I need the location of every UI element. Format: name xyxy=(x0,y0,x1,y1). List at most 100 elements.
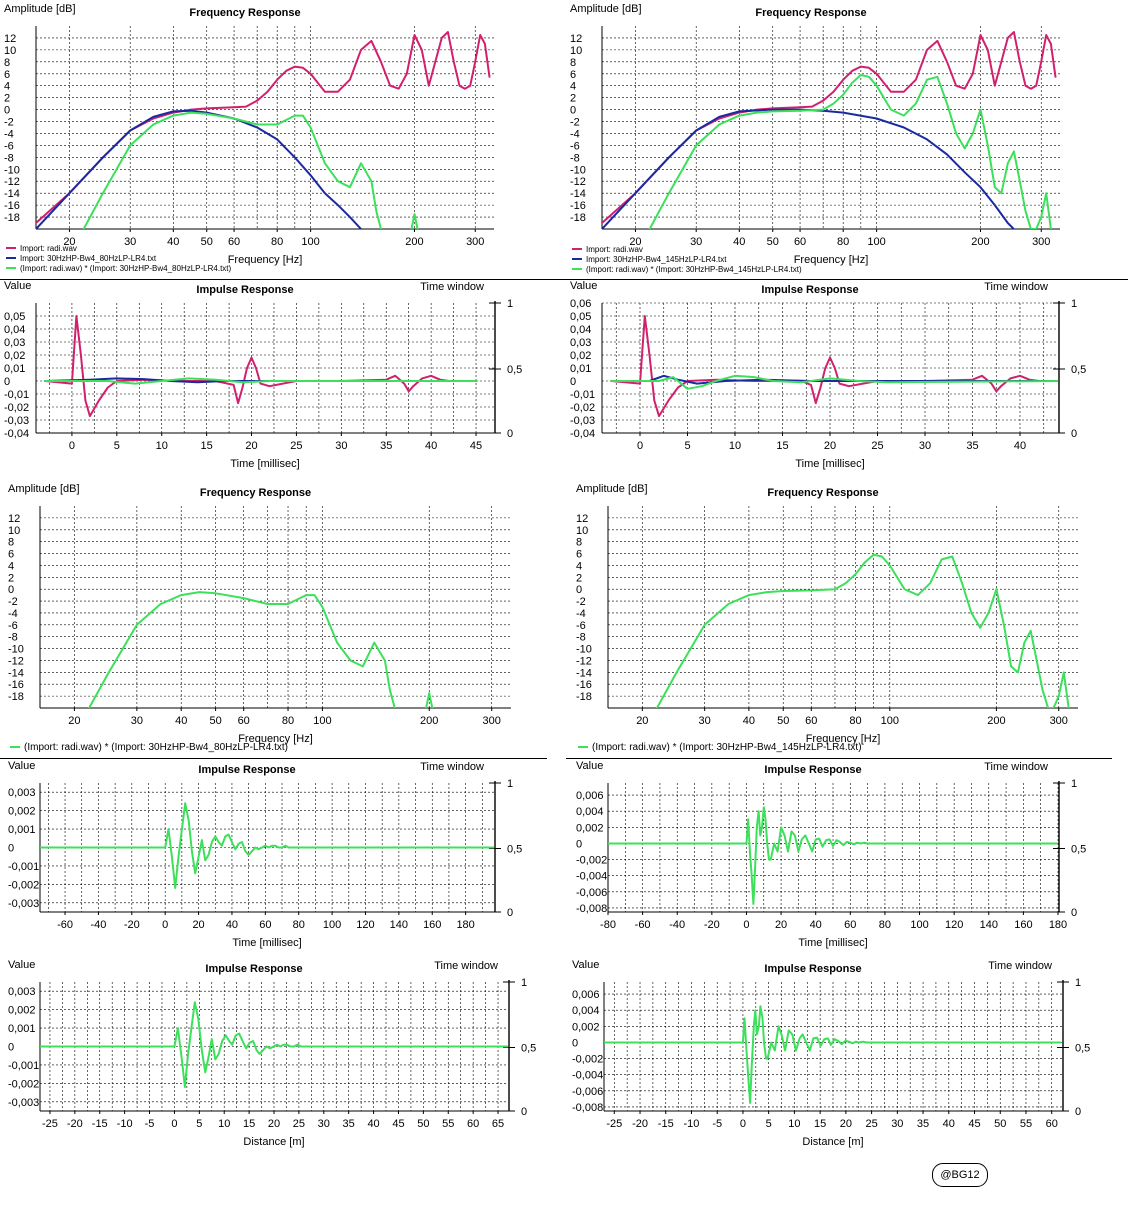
y-tick-label: 10 xyxy=(576,525,588,537)
grid xyxy=(607,783,1059,912)
time-window-tick-label: 1 xyxy=(507,778,513,790)
series-line-2 xyxy=(610,374,1058,390)
x-tick-label: 20 xyxy=(775,919,787,931)
y-tick-label: 6 xyxy=(576,549,582,561)
series-group xyxy=(604,1005,1062,1104)
y-tick-label: 12 xyxy=(8,513,20,525)
x-tick-label: 20 xyxy=(629,236,641,248)
x-tick-label: 0 xyxy=(162,919,168,931)
y-tick-label: 0 xyxy=(570,105,576,117)
x-tick-label: 40 xyxy=(1014,440,1026,452)
x-tick-label: 60 xyxy=(467,1118,479,1130)
y-tick-label: 0,05 xyxy=(570,311,591,323)
x-tick-label: 60 xyxy=(259,919,271,931)
y-tick-label: -18 xyxy=(4,212,20,224)
x-tick-label: 30 xyxy=(891,1118,903,1130)
y-tick-label: 0 xyxy=(576,584,582,596)
x-tick-label: 80 xyxy=(837,236,849,248)
grid xyxy=(608,506,1078,708)
time-window-label: Time window xyxy=(420,761,484,773)
y-tick-label: -18 xyxy=(570,212,586,224)
y-tick-label: -16 xyxy=(4,200,20,212)
y-tick-label: -8 xyxy=(570,152,580,164)
x-tick-label: 20 xyxy=(636,715,648,727)
y-tick-label: -10 xyxy=(8,644,24,656)
y-tick-label: -0,002 xyxy=(572,1054,603,1066)
y-tick-label: -12 xyxy=(570,176,586,188)
y-tick-label: 0 xyxy=(570,376,576,388)
time-window-tick-label: 0,5 xyxy=(1071,844,1086,856)
x-tick-label: 40 xyxy=(943,1118,955,1130)
y-tick-label: 2 xyxy=(4,93,10,105)
y-tick-label: 12 xyxy=(576,513,588,525)
y-tick-label: -16 xyxy=(8,679,24,691)
x-axis-label: Time [millisec] xyxy=(795,458,864,470)
legend-entry: Import: radi.wav xyxy=(20,244,77,253)
x-tick-label: 180 xyxy=(1049,919,1067,931)
divider-top xyxy=(0,279,1128,280)
time-window-tick-label: 1 xyxy=(1071,778,1077,790)
time-window-tick-label: 1 xyxy=(507,298,513,310)
x-tick-label: 50 xyxy=(994,1118,1006,1130)
y-tick-label: 12 xyxy=(570,33,582,45)
x-tick-label: 45 xyxy=(470,440,482,452)
x-tick-label: -10 xyxy=(117,1118,133,1130)
series-line-1 xyxy=(425,692,434,708)
time-window-tick-label: 0 xyxy=(1071,907,1077,919)
y-tick-label: -8 xyxy=(4,152,14,164)
x-tick-label: 35 xyxy=(917,1118,929,1130)
series-line-1 xyxy=(602,108,1016,229)
chart-imp_145_product: 0,006 0,004 0,002 0 -0,002 -0,004 -0,006 -0,008… xyxy=(576,760,1086,949)
y-tick-label: 0,002 xyxy=(8,1005,36,1017)
chart-title: Impulse Response xyxy=(764,963,861,975)
y-tick-label: 0,004 xyxy=(572,1005,600,1017)
y-tick-label: -14 xyxy=(8,667,24,679)
legend-entry: (Import: radi.wav) * (Import: 30HzHP-Bw4… xyxy=(24,742,288,753)
y-tick-label: 10 xyxy=(570,45,582,57)
series-group xyxy=(656,553,1070,708)
y-tick-label: 12 xyxy=(4,33,16,45)
x-tick-label: 20 xyxy=(245,440,257,452)
y-tick-label: 0,03 xyxy=(570,337,591,349)
time-window-tick-label: 0 xyxy=(521,1106,527,1118)
signature-badge: @BG12 xyxy=(932,1163,988,1187)
y-axis-label: Amplitude [dB] xyxy=(570,3,642,15)
y-tick-label: -0,008 xyxy=(572,1102,603,1114)
y-tick-label: -6 xyxy=(570,140,580,152)
series-line-0 xyxy=(610,315,1058,418)
y-tick-label: 0,06 xyxy=(570,298,591,310)
y-tick-label: -0,04 xyxy=(570,428,595,440)
x-tick-label: 100 xyxy=(910,919,928,931)
grid xyxy=(604,982,1062,1111)
time-window-label: Time window xyxy=(984,281,1048,293)
series-group xyxy=(88,591,434,708)
time-window-tick-label: 0,5 xyxy=(507,844,522,856)
x-tick-label: 10 xyxy=(729,440,741,452)
x-tick-label: 100 xyxy=(301,236,319,248)
x-tick-label: 25 xyxy=(865,1118,877,1130)
x-tick-label: 200 xyxy=(971,236,989,248)
chart-title: Impulse Response xyxy=(205,963,302,975)
y-tick-label: -2 xyxy=(4,117,14,129)
x-tick-label: 80 xyxy=(879,919,891,931)
y-tick-label: 0,05 xyxy=(4,311,25,323)
series-line-2 xyxy=(82,111,382,229)
x-tick-label: 60 xyxy=(805,715,817,727)
y-tick-label: -0,04 xyxy=(4,428,29,440)
x-tick-label: 100 xyxy=(881,715,899,727)
y-tick-label: -0,002 xyxy=(8,1078,39,1090)
x-tick-label: 20 xyxy=(824,440,836,452)
x-tick-label: -10 xyxy=(684,1118,700,1130)
series-group xyxy=(40,1001,508,1088)
x-tick-label: 10 xyxy=(218,1118,230,1130)
x-tick-label: 100 xyxy=(313,715,331,727)
y-tick-label: 0 xyxy=(8,584,14,596)
x-tick-label: 60 xyxy=(844,919,856,931)
x-tick-label: 55 xyxy=(442,1118,454,1130)
x-tick-label: -20 xyxy=(704,919,720,931)
y-tick-label: -0,004 xyxy=(572,1070,603,1082)
chart-imp_80: 0,050,040,030,020,010-0,01-0,02-0,03-0,0… xyxy=(4,280,522,470)
y-axis-label: Value xyxy=(4,280,31,292)
